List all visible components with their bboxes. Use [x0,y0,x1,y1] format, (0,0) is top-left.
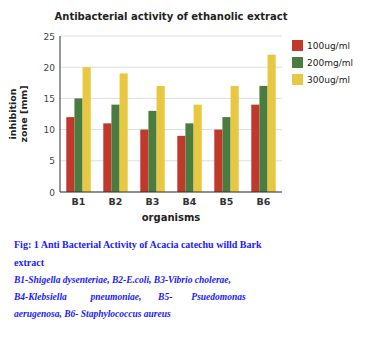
grid-line [60,129,282,130]
x-tick-label: B4 [183,196,197,207]
y-tick-label: 20 [44,63,56,73]
y-tick-label: 0 [49,188,55,198]
bar [120,73,128,192]
bar [111,105,119,192]
y-tick-label: 25 [44,32,55,42]
bar [148,111,156,192]
x-tick-label: B5 [220,196,234,207]
grid-line [60,67,282,68]
x-axis-line [60,192,282,193]
bar [231,86,239,192]
caption: B1-Shigella dysenteriae, B2-E.coli, B3-V… [13,275,231,285]
legend-swatch [292,74,303,85]
grid-line [60,160,282,161]
caption: Fig: 1 Anti Bacterial Activity of Acacia… [14,239,262,250]
caption: aerugenosa, B6- Staphylococcus aureus [14,309,171,319]
caption: extract [14,257,45,268]
bar [251,105,259,192]
bar [66,117,74,192]
bar [83,67,91,192]
bar [177,136,185,192]
bar [214,130,222,192]
y-tick-label: 15 [44,94,55,104]
title: Antibacterial activity of ethanolic extr… [55,11,288,22]
legend-label: 200mg/ml [307,58,353,68]
bar [103,123,111,192]
legend-label: 100ug/ml [307,41,350,51]
x-axis-label: organisms [142,212,201,223]
chart: Antibacterial activity of ethanolic extr… [0,0,371,361]
legend-swatch [292,57,303,68]
grid-line [60,192,282,193]
bars [66,55,275,192]
bar [74,98,82,192]
bar [222,117,230,192]
bar [259,86,267,192]
y-tick-label: 5 [49,156,55,166]
x-tick-label: B6 [257,196,271,207]
bar [185,123,193,192]
grid-line [60,36,282,37]
bar [157,86,165,192]
bar [140,130,148,192]
y-axis-line [60,36,61,192]
bar [268,55,276,192]
legend-label: 300ug/ml [307,75,350,85]
x-tick-label: B1 [72,196,86,207]
grid-line [60,98,282,99]
bar [194,105,202,192]
y-axis: 0 5 10 15 20 25 [44,32,282,198]
y-axis-label: inhibitionzone [mm] [7,85,29,142]
caption: B4-Klebsiella pneumoniae, B5- Psuedomona… [13,292,246,302]
legend-swatch [292,40,303,51]
legend: 100ug/ml 200mg/ml 300ug/ml [292,40,353,85]
x-tick-label: B2 [109,196,123,207]
y-tick-label: 10 [44,125,56,135]
x-tick-label: B3 [146,196,160,207]
